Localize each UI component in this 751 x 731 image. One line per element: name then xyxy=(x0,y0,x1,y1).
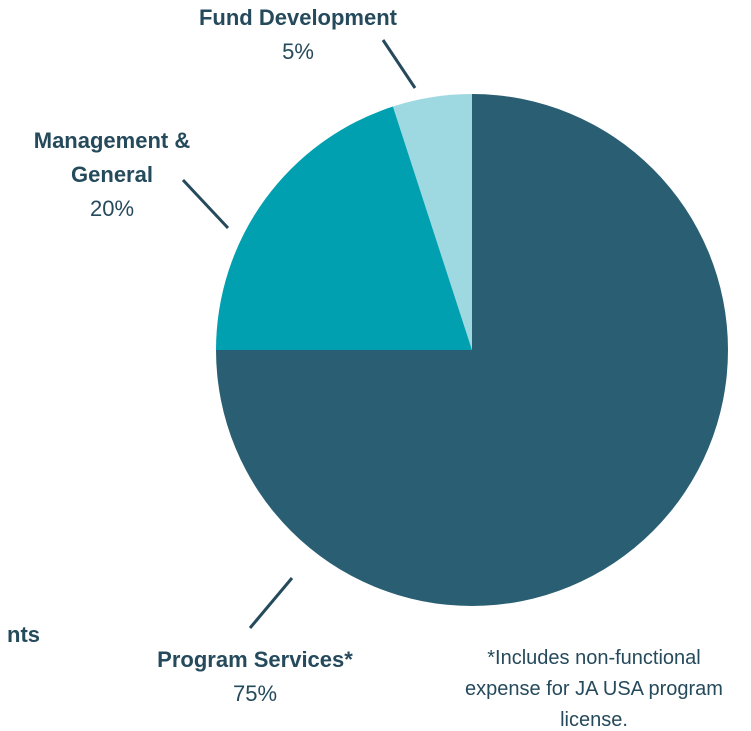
slice-label-group: Fund Development 5% xyxy=(148,1,448,69)
value-label: 75% xyxy=(232,681,278,706)
slice-label-group: Program Services* 75% xyxy=(105,643,405,711)
value-label: 20% xyxy=(89,196,135,221)
value-label: 5% xyxy=(282,39,314,64)
pie-slice xyxy=(216,106,472,350)
leader-line xyxy=(381,39,417,89)
slice-label: Management & General xyxy=(33,128,191,187)
slice-label: Program Services* xyxy=(157,647,353,672)
leader-line xyxy=(181,178,230,230)
slice-label-group: Management & General 20% xyxy=(12,124,212,226)
pie-slice xyxy=(392,94,472,350)
pie-slice xyxy=(216,94,728,606)
leader-line xyxy=(248,577,294,629)
clipped-label: nts xyxy=(7,622,40,647)
footnote: *Includes non-functional expense for JA … xyxy=(465,647,723,731)
slice-label: Fund Development xyxy=(198,5,397,30)
